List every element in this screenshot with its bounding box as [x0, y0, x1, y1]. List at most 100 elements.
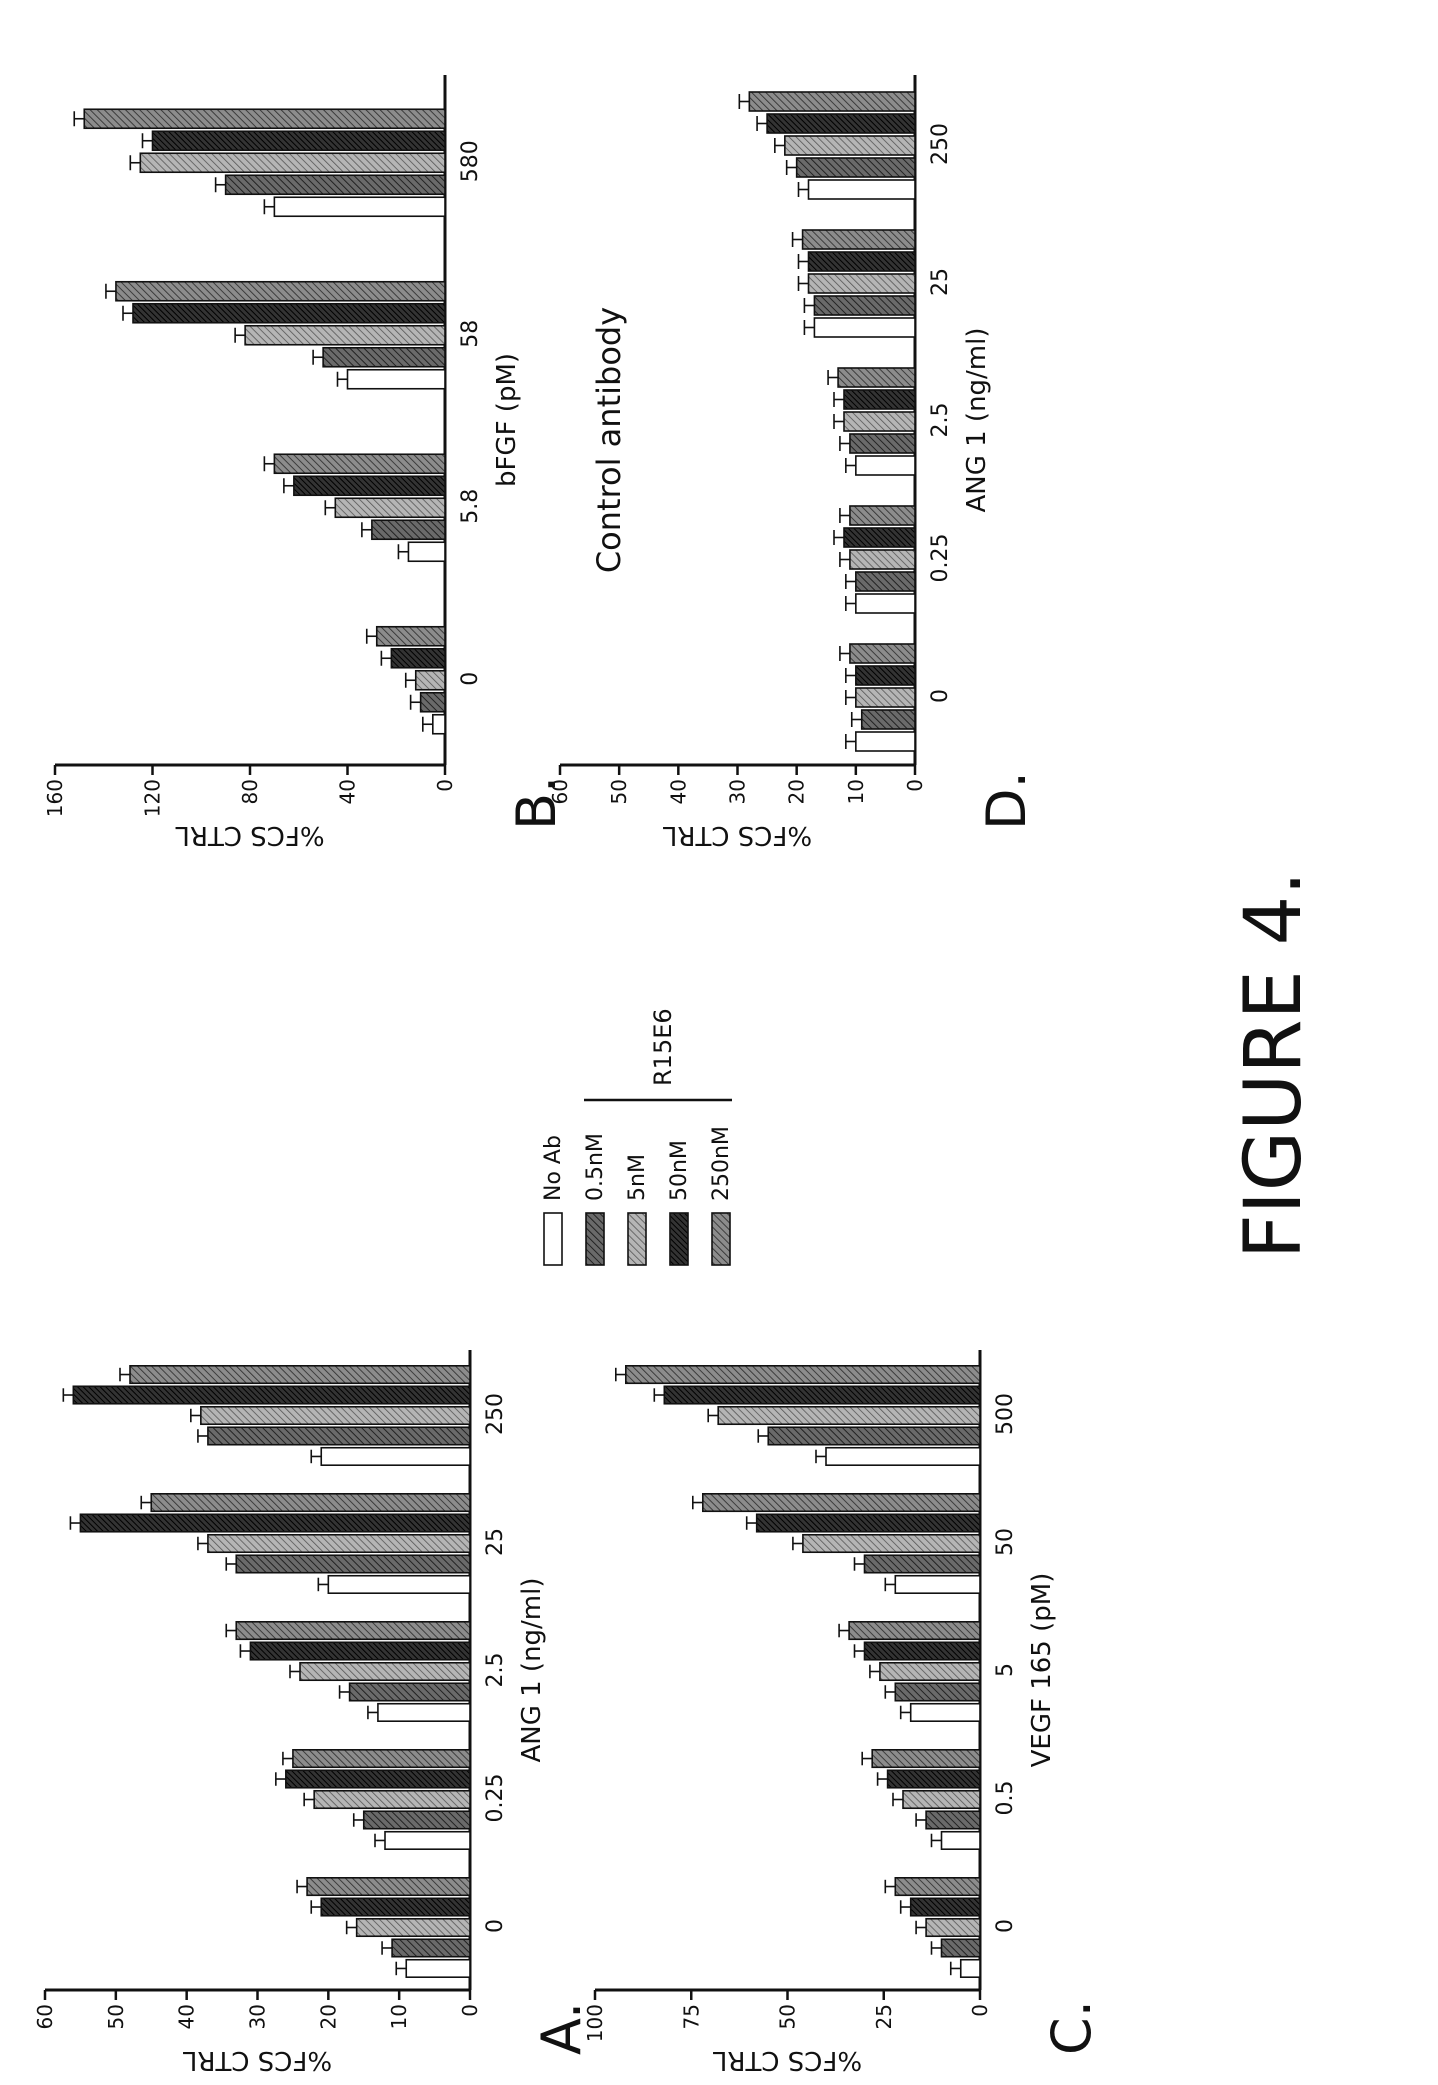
- bar-b-1-0: [407, 541, 446, 563]
- y-tick-label: 20: [316, 2004, 340, 2029]
- bar-d-4-2: [784, 135, 916, 156]
- bar-c-4-4: [624, 1365, 981, 1385]
- chart-panel-d: 0 10 20 30 40 50 60 %FCS CTRL 0 0.25 2.5 25 250 ANG 1…: [548, 75, 1038, 850]
- bar-c-3-4: [701, 1493, 981, 1513]
- legend-swatch: [711, 1212, 731, 1266]
- x-tick-label: 2.5: [483, 1653, 508, 1688]
- y-tick-label: 160: [43, 779, 67, 817]
- bar-c-2-4: [848, 1620, 981, 1641]
- y-tick-label: 40: [336, 779, 360, 804]
- y-tick-label: 0: [433, 779, 457, 792]
- bar-c-4-1: [767, 1426, 981, 1446]
- bar-b-0-1: [419, 691, 446, 713]
- bar-a-0-3: [320, 1897, 471, 1917]
- bar-a-3-0: [327, 1574, 471, 1595]
- bar-b-3-3: [151, 130, 446, 152]
- figure-caption: FIGURE 4.: [1229, 871, 1319, 1259]
- x-tick-label: 0.25: [928, 534, 953, 583]
- bar-c-1-1: [925, 1810, 981, 1830]
- y-tick-label: 120: [141, 779, 165, 817]
- legend-bracket-label: R15E6: [649, 1008, 677, 1086]
- bar-a-2-4: [235, 1620, 471, 1641]
- bar-a-0-1: [391, 1938, 471, 1958]
- x-tick-label: 250: [483, 1393, 508, 1435]
- bar-d-0-3: [855, 665, 916, 686]
- legend: No Ab 0.5nM 5nM 50nM 250nM R15E6: [541, 1008, 734, 1266]
- bar-d-1-4: [849, 505, 916, 526]
- legend-label: 0.5nM: [583, 1133, 608, 1201]
- bar-a-1-2: [313, 1789, 471, 1810]
- bar-c-3-0: [894, 1574, 981, 1595]
- bar-b-2-1: [322, 346, 446, 368]
- bar-a-3-4: [150, 1493, 471, 1513]
- x-axis-label: ANG 1 (ng/ml): [962, 327, 992, 512]
- legend-swatch: [627, 1212, 647, 1266]
- bar-d-3-1: [813, 295, 916, 316]
- x-axis-label: VEGF 165 (pM): [1027, 1573, 1057, 1768]
- x-tick-label: 250: [928, 123, 953, 165]
- y-tick-label: 20: [785, 779, 809, 804]
- bar-a-2-3: [249, 1641, 471, 1661]
- bar-b-0-0: [432, 713, 446, 735]
- y-tick-label: 60: [33, 2004, 57, 2029]
- bar-c-1-3: [886, 1769, 981, 1789]
- y-tick-label: 0: [458, 2004, 482, 2017]
- panel-letter: B.: [505, 776, 568, 830]
- chart-panel-c: 0 25 50 75 100 %FCS CTRL 0 0.5 5 50 500 VEGF 165 (p…: [583, 1350, 1103, 2075]
- bar-b-0-3: [390, 647, 446, 669]
- legend-label: No Ab: [541, 1135, 566, 1201]
- bar-b-3-2: [139, 152, 446, 174]
- bar-d-2-0: [855, 455, 916, 476]
- bar-c-1-2: [902, 1789, 981, 1810]
- bar-b-3-1: [224, 174, 446, 196]
- bar-d-1-0: [855, 593, 916, 614]
- bar-d-3-0: [813, 317, 916, 338]
- y-tick-label: 100: [583, 2004, 607, 2042]
- bar-a-2-1: [348, 1682, 471, 1702]
- bar-a-3-2: [207, 1533, 471, 1554]
- legend-swatch: [543, 1212, 563, 1266]
- y-tick-label: 75: [679, 2004, 703, 2029]
- bar-a-1-0: [384, 1830, 471, 1850]
- legend-label: 50nM: [667, 1140, 692, 1201]
- y-axis-label: %FCS CTRL: [712, 2045, 862, 2075]
- panel-letter: C.: [1040, 2000, 1103, 2055]
- panel-letter: D.: [975, 771, 1038, 830]
- x-axis-label: bFGF (pM): [492, 353, 522, 487]
- bar-d-2-4: [837, 367, 916, 388]
- bar-c-1-4: [871, 1748, 981, 1769]
- y-tick-label: 50: [607, 779, 631, 804]
- bar-a-4-4: [129, 1365, 471, 1385]
- bar-a-0-0: [405, 1958, 471, 1978]
- legend-label: 5nM: [625, 1154, 650, 1201]
- chart-panel-b: 0 40 80 120 160 %FCS CTRL 0 5.8 58 580 bFGF (pM) B.: [43, 75, 568, 850]
- bar-d-4-4: [748, 91, 916, 112]
- bar-a-4-1: [207, 1426, 471, 1446]
- x-axis-label: ANG 1 (ng/ml): [517, 1577, 547, 1762]
- bar-d-1-3: [843, 527, 916, 548]
- bar-c-0-0: [959, 1958, 981, 1978]
- x-tick-label: 58: [458, 320, 483, 348]
- y-axis-label: %FCS CTRL: [662, 820, 812, 850]
- bar-c-3-1: [863, 1554, 981, 1574]
- bar-c-4-3: [663, 1385, 981, 1405]
- bar-c-2-2: [879, 1661, 981, 1682]
- x-tick-label: 5: [993, 1663, 1018, 1677]
- bar-a-4-3: [72, 1385, 471, 1405]
- x-tick-label: 0.25: [483, 1774, 508, 1823]
- x-tick-label: 0: [993, 1919, 1018, 1933]
- bar-b-1-1: [371, 519, 446, 541]
- bar-b-3-4: [83, 108, 446, 130]
- bar-a-3-1: [235, 1554, 471, 1574]
- bar-b-1-2: [334, 497, 446, 519]
- bar-a-4-0: [320, 1446, 471, 1467]
- y-tick-label: 10: [844, 779, 868, 804]
- bar-a-0-2: [355, 1917, 471, 1938]
- panel-letter: A.: [530, 2002, 593, 2055]
- y-tick-label: 40: [666, 779, 690, 804]
- bar-c-2-3: [863, 1641, 981, 1661]
- y-tick-label: 0: [968, 2004, 992, 2017]
- bar-d-3-4: [801, 229, 916, 250]
